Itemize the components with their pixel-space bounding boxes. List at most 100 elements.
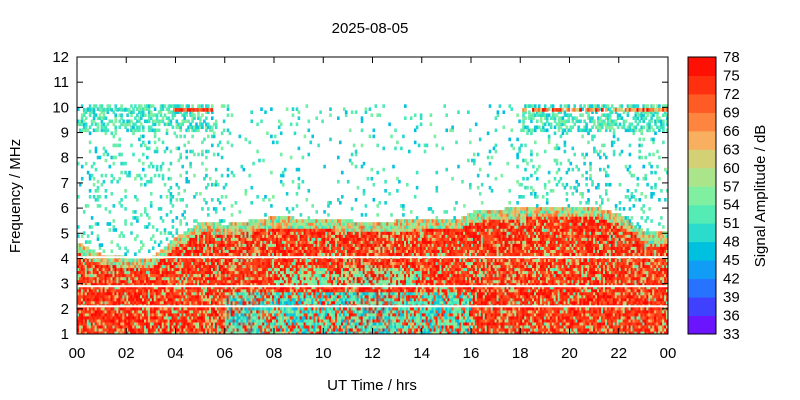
heatmap-cell: [88, 294, 92, 299]
heatmap-cell: [130, 331, 133, 334]
heatmap-cell: [142, 128, 145, 133]
heatmap-cell: [126, 285, 129, 290]
heatmap-cell: [268, 198, 271, 202]
heatmap-cell: [272, 300, 275, 305]
heatmap-cell: [205, 270, 208, 275]
heatmap-cell: [276, 252, 279, 256]
heatmap-cell: [246, 324, 249, 329]
heatmap-cell: [167, 331, 171, 334]
heatmap-cell: [240, 285, 244, 290]
heatmap-cell: [311, 225, 314, 229]
heatmap-cell: [222, 321, 226, 326]
heatmap-cell: [165, 279, 169, 284]
heatmap-cell: [79, 267, 82, 272]
heatmap-cell: [277, 300, 281, 305]
heatmap-cell: [258, 318, 261, 323]
heatmap-cell: [165, 276, 169, 281]
heatmap-cell: [122, 119, 125, 124]
heatmap-cell: [262, 225, 265, 229]
heatmap-cell: [173, 252, 177, 256]
heatmap-cell: [169, 246, 173, 250]
heatmap-cell: [193, 285, 196, 290]
heatmap-cell: [144, 267, 147, 272]
heatmap-cell: [297, 231, 301, 235]
heatmap-cell: [276, 321, 279, 326]
heatmap-cell: [193, 234, 196, 238]
heatmap-cell: [321, 234, 324, 238]
heatmap-cell: [77, 328, 80, 332]
heatmap-cell: [250, 249, 253, 253]
heatmap-cell: [254, 276, 257, 281]
heatmap-cell: [201, 285, 204, 290]
heatmap-cell: [211, 273, 214, 278]
heatmap-cell: [276, 249, 279, 253]
heatmap-cell: [163, 309, 167, 314]
heatmap-cell: [224, 252, 228, 256]
heatmap-cell: [305, 297, 309, 302]
heatmap-cell: [130, 261, 133, 266]
heatmap-cell: [189, 273, 192, 278]
heatmap-cell: [82, 267, 86, 272]
heatmap-cell: [232, 173, 236, 178]
heatmap-cell: [167, 273, 171, 278]
heatmap-cell: [185, 300, 188, 305]
heatmap-cell: [207, 225, 210, 229]
heatmap-cell: [209, 279, 212, 284]
heatmap-cell: [230, 261, 234, 266]
heatmap-cell: [299, 297, 303, 302]
heatmap-cell: [327, 306, 330, 311]
heatmap-cell: [106, 291, 110, 296]
heatmap-cell: [260, 306, 263, 311]
heatmap-cell: [88, 291, 92, 296]
heatmap-cell: [195, 300, 198, 305]
heatmap-cell: [175, 328, 179, 332]
heatmap-cell: [201, 300, 204, 305]
heatmap-cell: [262, 294, 265, 299]
heatmap-cell: [268, 240, 271, 244]
heatmap-cell: [177, 252, 181, 256]
heatmap-cell: [169, 291, 173, 296]
heatmap-cell: [104, 116, 108, 120]
heatmap-cell: [279, 291, 283, 296]
heatmap-cell: [279, 252, 283, 256]
heatmap-cell: [258, 231, 261, 235]
heatmap-cell: [207, 222, 210, 226]
heatmap-cell: [163, 182, 167, 187]
heatmap-cell: [157, 306, 161, 311]
heatmap-cell: [297, 267, 301, 272]
heatmap-cell: [238, 228, 242, 232]
heatmap-cell: [195, 297, 198, 302]
heatmap-cell: [260, 309, 263, 314]
heatmap-cell: [211, 267, 214, 272]
heatmap-cell: [126, 331, 129, 334]
heatmap-cell: [201, 270, 204, 275]
heatmap-cell: [82, 315, 86, 320]
heatmap-cell: [234, 201, 238, 205]
heatmap-cell: [289, 264, 293, 269]
heatmap-cell: [319, 252, 322, 256]
heatmap-cell: [124, 331, 127, 334]
heatmap-cell: [297, 110, 301, 114]
heatmap-cell: [256, 261, 259, 266]
heatmap-cell: [277, 216, 281, 220]
heatmap-cell: [175, 288, 179, 293]
heatmap-cell: [276, 243, 279, 247]
heatmap-cell: [126, 267, 129, 272]
heatmap-cell: [311, 228, 314, 232]
heatmap-cell: [191, 134, 194, 139]
heatmap-cell: [283, 276, 287, 281]
heatmap-cell: [228, 270, 232, 275]
heatmap-cell: [274, 225, 277, 229]
heatmap-cell: [173, 246, 177, 250]
heatmap-cell: [212, 285, 216, 290]
heatmap-cell: [189, 328, 192, 332]
heatmap-cell: [110, 249, 114, 253]
heatmap-cell: [80, 279, 84, 284]
heatmap-cell: [272, 279, 275, 284]
heatmap-cell: [287, 243, 291, 247]
heatmap-cell: [153, 113, 157, 117]
heatmap-cell: [228, 291, 232, 296]
heatmap-cell: [232, 312, 236, 317]
heatmap-cell: [201, 231, 204, 235]
heatmap-cell: [254, 297, 257, 302]
